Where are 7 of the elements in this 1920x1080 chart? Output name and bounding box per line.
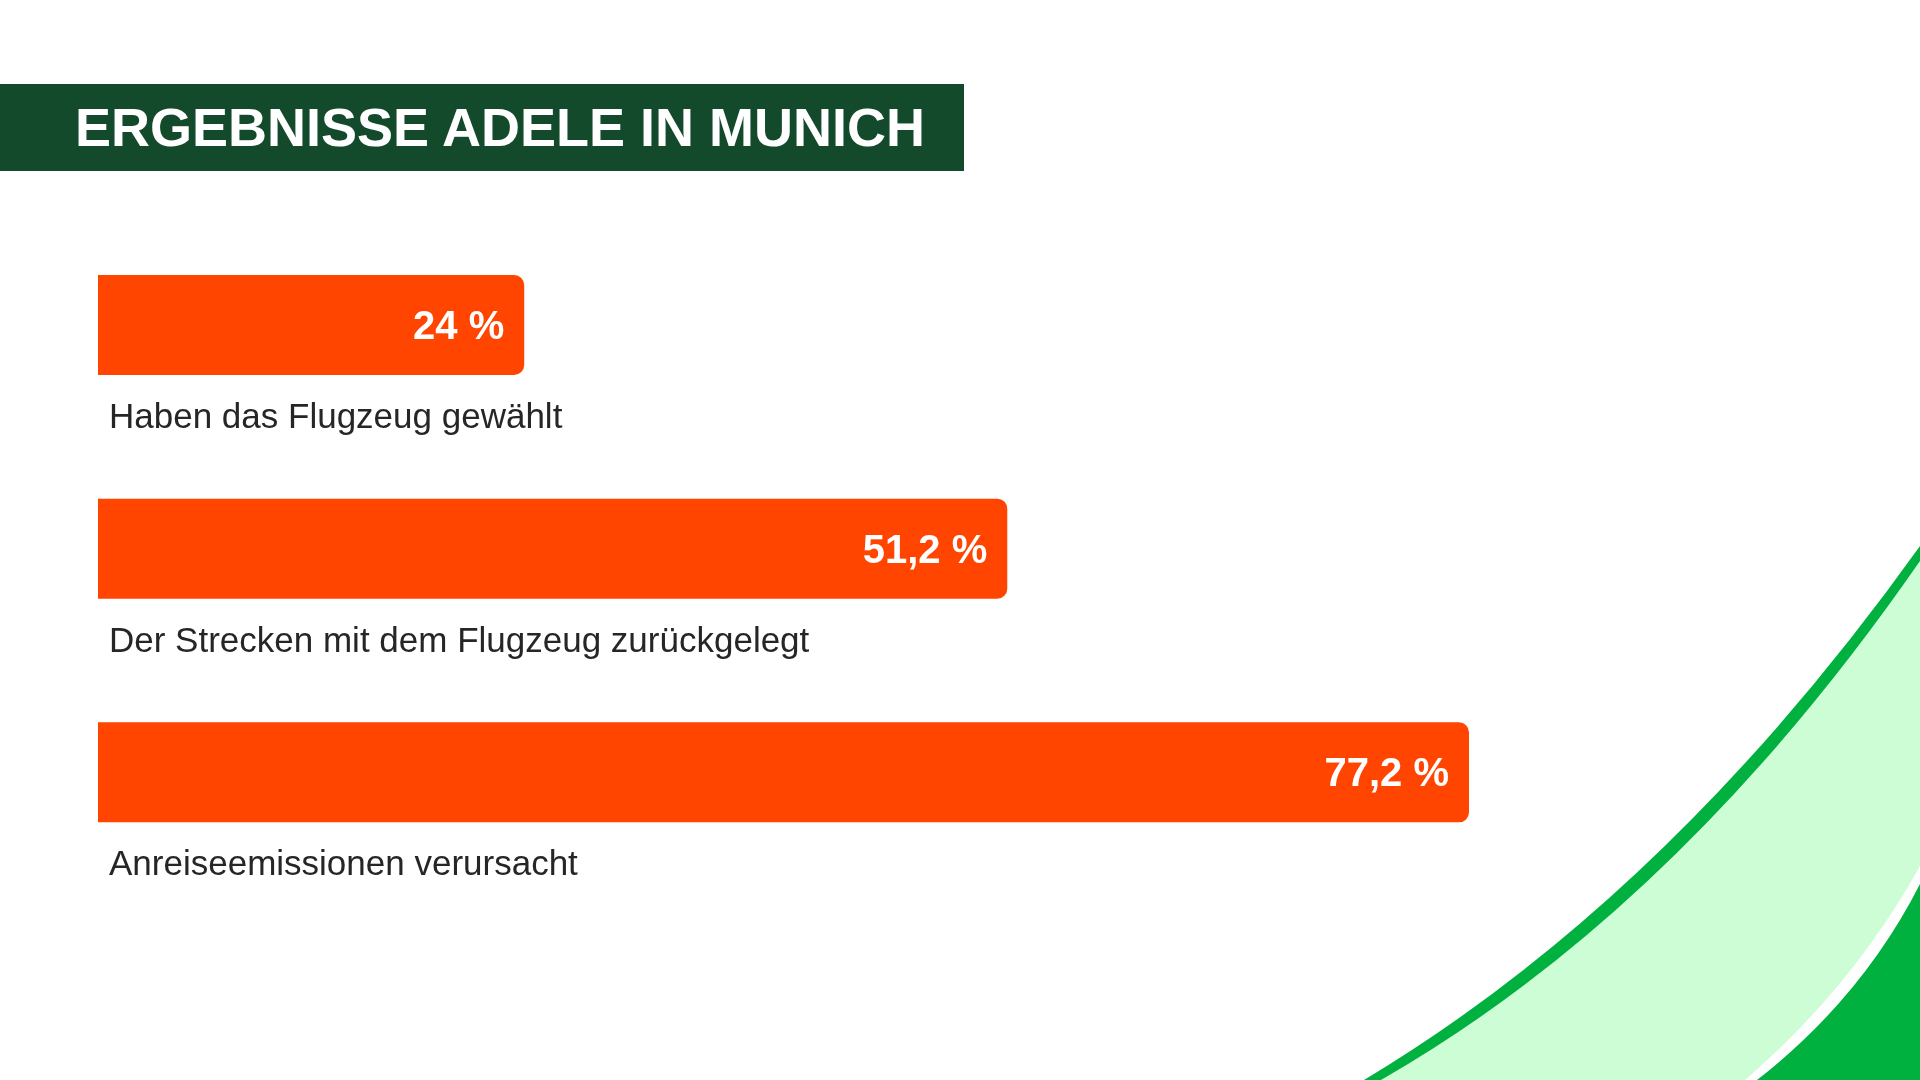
data-label: 51,2 % [862, 526, 988, 571]
y-tick-label: Anreiseemissionen verursacht [109, 843, 579, 883]
y-tick-label: Der Strecken mit dem Flugzeug zurückgelegt [109, 619, 810, 659]
chart-title: ERGEBNISSE ADELE IN MUNICH [75, 96, 926, 159]
data-label: 77,2 % [1324, 750, 1449, 795]
data-label: 24 % [413, 303, 505, 347]
y-tick-label: Haben das Flugzeug gewählt [109, 395, 563, 435]
